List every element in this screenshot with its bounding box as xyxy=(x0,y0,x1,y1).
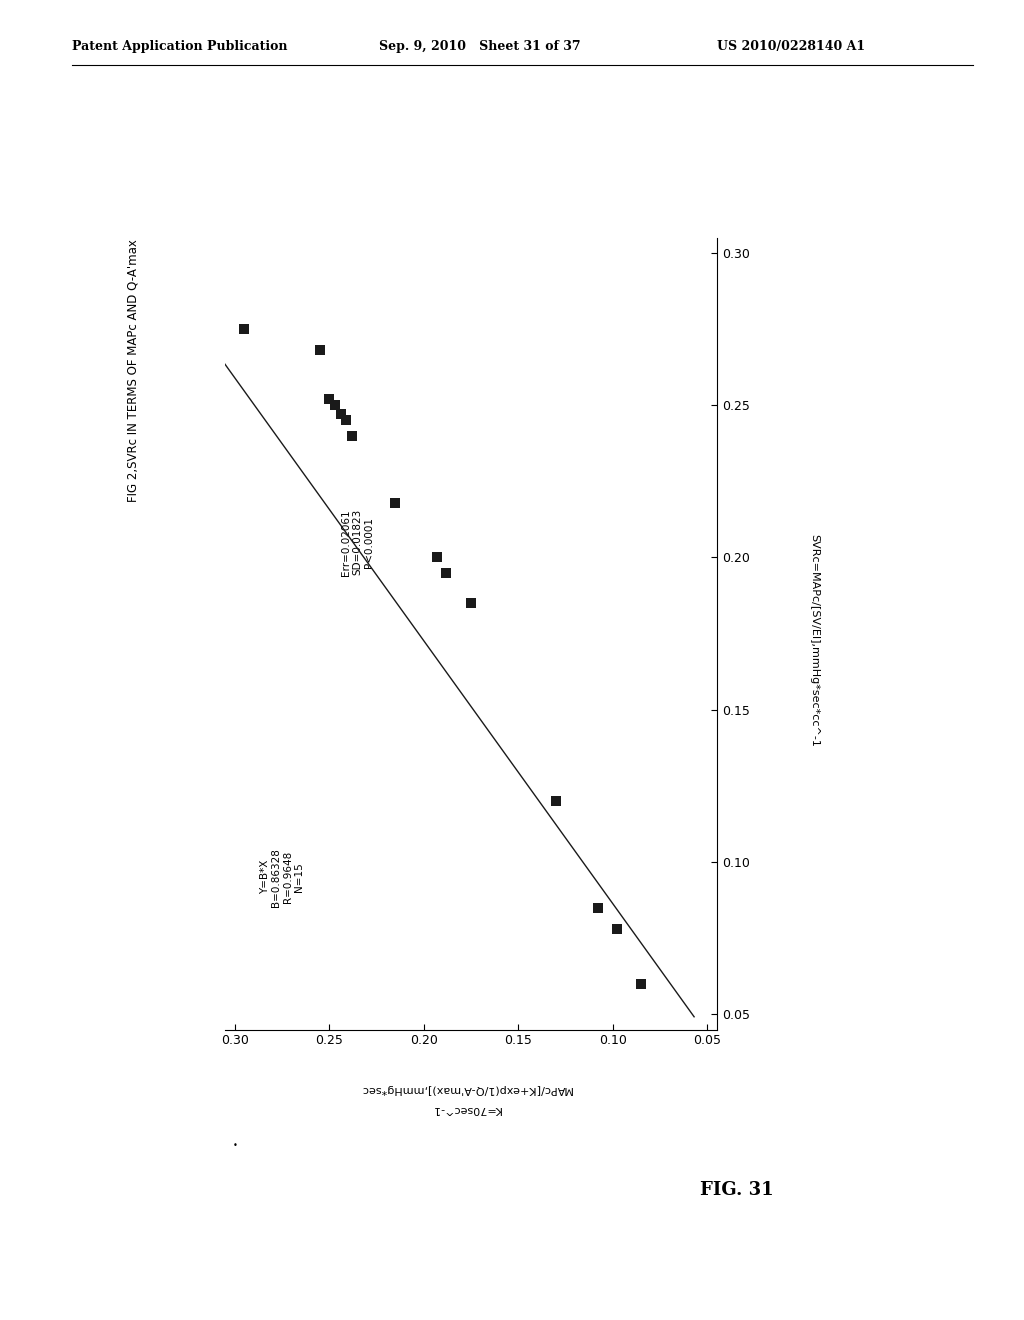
Text: Sep. 9, 2010   Sheet 31 of 37: Sep. 9, 2010 Sheet 31 of 37 xyxy=(379,40,581,53)
Text: Patent Application Publication: Patent Application Publication xyxy=(72,40,287,53)
Text: K=70sec^-1: K=70sec^-1 xyxy=(431,1104,501,1114)
Point xyxy=(344,425,360,446)
Point xyxy=(590,898,606,919)
Text: •: • xyxy=(233,1142,238,1151)
Point xyxy=(548,791,564,812)
Point xyxy=(327,395,343,416)
Text: FIG 2,SVRc IN TERMS OF MAPc AND Q-A'max: FIG 2,SVRc IN TERMS OF MAPc AND Q-A'max xyxy=(127,239,139,502)
Point xyxy=(236,318,252,339)
Text: FIG. 31: FIG. 31 xyxy=(700,1180,774,1199)
Text: Y=B*X
B=0.86328
R=0.9648
N=15: Y=B*X B=0.86328 R=0.9648 N=15 xyxy=(260,847,304,907)
Text: MAPc/[K+exp(1/Q-A'max)],mmHg*sec: MAPc/[K+exp(1/Q-A'max)],mmHg*sec xyxy=(359,1084,572,1094)
Point xyxy=(438,562,455,583)
Text: Err=0.02061
SD=0.01823
P<0.0001: Err=0.02061 SD=0.01823 P<0.0001 xyxy=(341,510,374,576)
Point xyxy=(633,973,649,994)
Point xyxy=(608,919,625,940)
Point xyxy=(322,388,338,409)
Point xyxy=(429,546,445,568)
Point xyxy=(311,339,328,360)
Point xyxy=(333,404,349,425)
Point xyxy=(463,593,479,614)
Text: SVRc=MAPc/[SV/EI],mmHg*sec*cc^-1: SVRc=MAPc/[SV/EI],mmHg*sec*cc^-1 xyxy=(809,533,819,747)
Text: US 2010/0228140 A1: US 2010/0228140 A1 xyxy=(717,40,865,53)
Point xyxy=(387,492,403,513)
Point xyxy=(338,409,354,430)
